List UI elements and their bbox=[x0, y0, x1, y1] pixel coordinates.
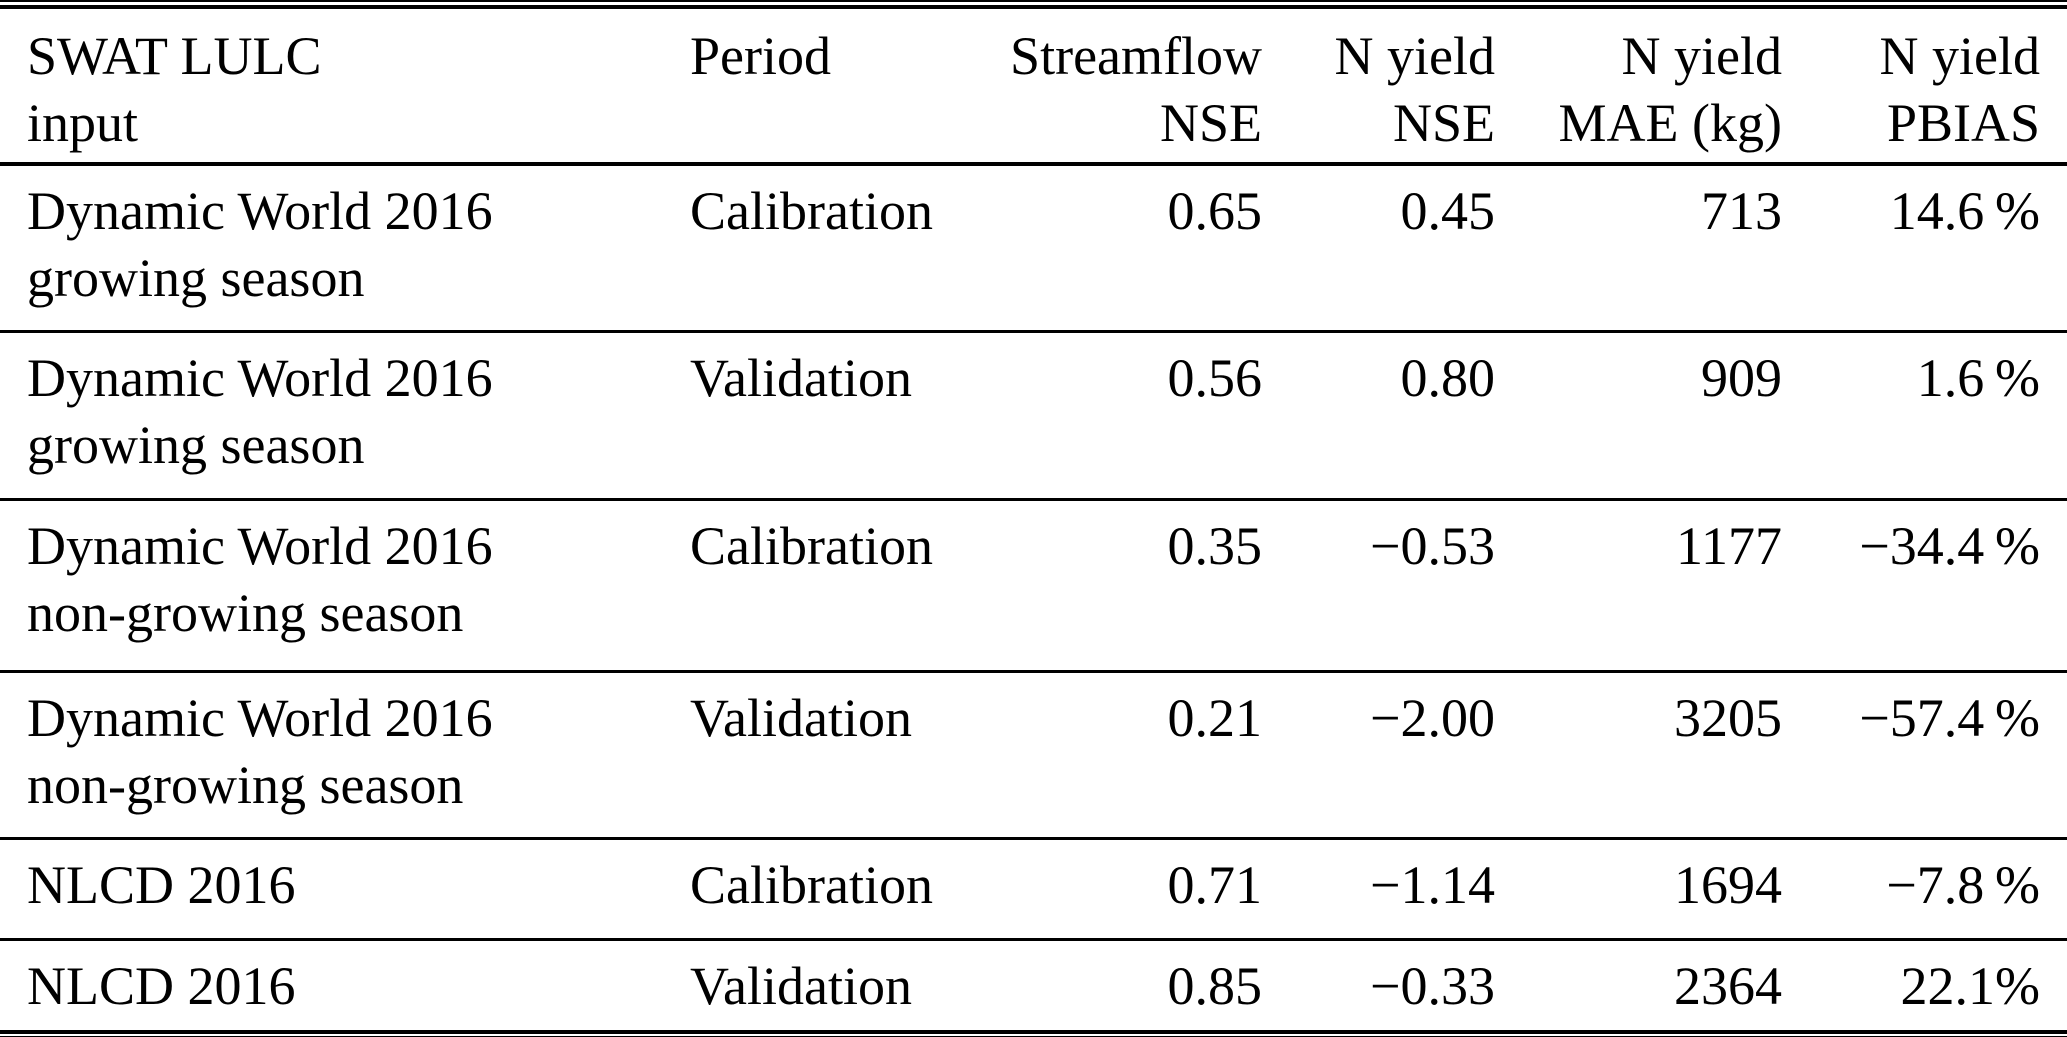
table-row: NLCD 2016 Validation 0.85 −0.33 2364 22.… bbox=[0, 941, 2067, 1030]
cell-n-yield-mae: 713 bbox=[1495, 166, 1782, 333]
cell-lulc-input: NLCD 2016 bbox=[0, 840, 690, 941]
cell-n-yield-nse: −0.33 bbox=[1370, 956, 1495, 1016]
header-label: Streamflow bbox=[1010, 26, 1262, 86]
lulc-input-line1: Dynamic World 2016 bbox=[27, 181, 493, 241]
lulc-input-line2: non-growing season bbox=[27, 755, 464, 815]
cell-period: Calibration bbox=[690, 840, 990, 941]
cell-n-yield-mae: 1694 bbox=[1495, 840, 1782, 941]
cell-n-yield-nse: −1.14 bbox=[1262, 840, 1495, 941]
cell-streamflow-nse: 0.65 bbox=[990, 166, 1262, 333]
cell-n-yield-pbias: −57.4 % bbox=[1782, 673, 2067, 840]
header-label: NSE bbox=[1392, 93, 1495, 153]
lulc-input-line2: growing season bbox=[27, 248, 365, 308]
cell-n-yield-nse: 0.45 bbox=[1262, 166, 1495, 333]
cell-period: Validation bbox=[690, 956, 912, 1016]
cell-n-yield-mae: 2364 bbox=[1674, 956, 1782, 1016]
cell-n-yield-pbias: −34.4 % bbox=[1782, 501, 2067, 673]
header-label: N yield bbox=[1334, 26, 1495, 86]
table-bottom-rule-thick bbox=[0, 1030, 2067, 1034]
header-cell-swat-lulc-input: SWAT LULC input bbox=[0, 9, 690, 166]
cell-n-yield-pbias: 1.6 % bbox=[1782, 333, 2067, 501]
lulc-input-line1: Dynamic World 2016 bbox=[27, 516, 493, 576]
cell-lulc-input: Dynamic World 2016 growing season bbox=[0, 166, 690, 333]
cell-n-yield-nse: −2.00 bbox=[1262, 673, 1495, 840]
table-row: Dynamic World 2016 non-growing season Va… bbox=[0, 673, 2067, 840]
cell-streamflow-nse: 0.56 bbox=[990, 333, 1262, 501]
lulc-input-line1: NLCD 2016 bbox=[27, 855, 296, 915]
table-top-rule-thin bbox=[0, 0, 2067, 2]
cell-streamflow-nse: 0.71 bbox=[990, 840, 1262, 941]
lulc-input-line1: NLCD 2016 bbox=[27, 956, 296, 1016]
cell-lulc-input: NLCD 2016 bbox=[0, 941, 690, 1030]
header-label: PBIAS bbox=[1886, 93, 2040, 153]
cell-period: Validation bbox=[690, 673, 990, 840]
lulc-input-line1: Dynamic World 2016 bbox=[27, 348, 493, 408]
results-table: SWAT LULC input Period Streamflow NSE N … bbox=[0, 9, 2067, 1030]
table-row: Dynamic World 2016 non-growing season Ca… bbox=[0, 501, 2067, 673]
table-row: Dynamic World 2016 growing season Calibr… bbox=[0, 166, 2067, 333]
lulc-input-line2: growing season bbox=[27, 415, 365, 475]
header-cell-n-yield-pbias: N yield PBIAS bbox=[1782, 9, 2067, 166]
cell-n-yield-pbias: 14.6 % bbox=[1782, 166, 2067, 333]
table-top-rule-thick bbox=[0, 5, 2067, 9]
header-cell-n-yield-mae: N yield MAE (kg) bbox=[1495, 9, 1782, 166]
table-row: Dynamic World 2016 growing season Valida… bbox=[0, 333, 2067, 501]
table-row: NLCD 2016 Calibration 0.71 −1.14 1694 −7… bbox=[0, 840, 2067, 941]
cell-lulc-input: Dynamic World 2016 growing season bbox=[0, 333, 690, 501]
cell-streamflow-nse: 0.85 bbox=[1167, 956, 1263, 1016]
cell-n-yield-nse: 0.80 bbox=[1262, 333, 1495, 501]
header-label: NSE bbox=[1159, 93, 1262, 153]
header-cell-n-yield-nse: N yield NSE bbox=[1262, 9, 1495, 166]
cell-n-yield-mae: 1177 bbox=[1495, 501, 1782, 673]
cell-streamflow-nse: 0.35 bbox=[990, 501, 1262, 673]
header-label: input bbox=[27, 93, 139, 153]
cell-n-yield-mae: 3205 bbox=[1495, 673, 1782, 840]
cell-period: Calibration bbox=[690, 166, 990, 333]
header-label: N yield bbox=[1879, 26, 2040, 86]
cell-n-yield-nse: −0.53 bbox=[1262, 501, 1495, 673]
cell-streamflow-nse: 0.21 bbox=[990, 673, 1262, 840]
table-header-row: SWAT LULC input Period Streamflow NSE N … bbox=[0, 9, 2067, 166]
cell-n-yield-pbias: −7.8 % bbox=[1782, 840, 2067, 941]
cell-n-yield-mae: 909 bbox=[1495, 333, 1782, 501]
cell-lulc-input: Dynamic World 2016 non-growing season bbox=[0, 673, 690, 840]
header-label: N yield bbox=[1621, 26, 1782, 86]
header-label: Period bbox=[690, 26, 831, 86]
lulc-input-line2: non-growing season bbox=[27, 583, 464, 643]
header-cell-period: Period bbox=[690, 9, 990, 166]
cell-n-yield-pbias: 22.1% bbox=[1900, 956, 2040, 1016]
header-label: MAE (kg) bbox=[1558, 93, 1782, 153]
header-label: SWAT LULC bbox=[27, 26, 322, 86]
cell-period: Validation bbox=[690, 333, 990, 501]
lulc-input-line1: Dynamic World 2016 bbox=[27, 688, 493, 748]
cell-lulc-input: Dynamic World 2016 non-growing season bbox=[0, 501, 690, 673]
header-cell-streamflow-nse: Streamflow NSE bbox=[990, 9, 1262, 166]
cell-period: Calibration bbox=[690, 501, 990, 673]
